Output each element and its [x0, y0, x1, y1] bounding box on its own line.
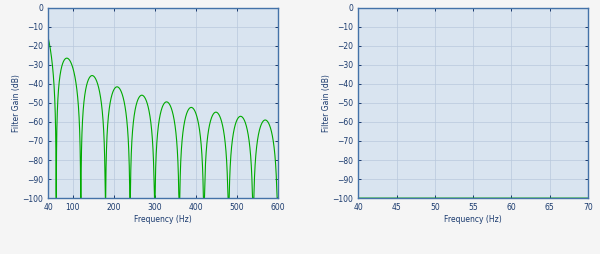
- Y-axis label: Filter Gain (dB): Filter Gain (dB): [322, 74, 331, 132]
- Y-axis label: Filter Gain (dB): Filter Gain (dB): [12, 74, 21, 132]
- X-axis label: Frequency (Hz): Frequency (Hz): [134, 215, 192, 224]
- X-axis label: Frequency (Hz): Frequency (Hz): [444, 215, 502, 224]
